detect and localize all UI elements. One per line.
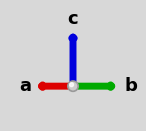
Circle shape (68, 81, 78, 91)
Text: c: c (68, 10, 78, 28)
Circle shape (70, 83, 74, 87)
Text: a: a (19, 77, 32, 95)
Text: b: b (124, 77, 137, 95)
